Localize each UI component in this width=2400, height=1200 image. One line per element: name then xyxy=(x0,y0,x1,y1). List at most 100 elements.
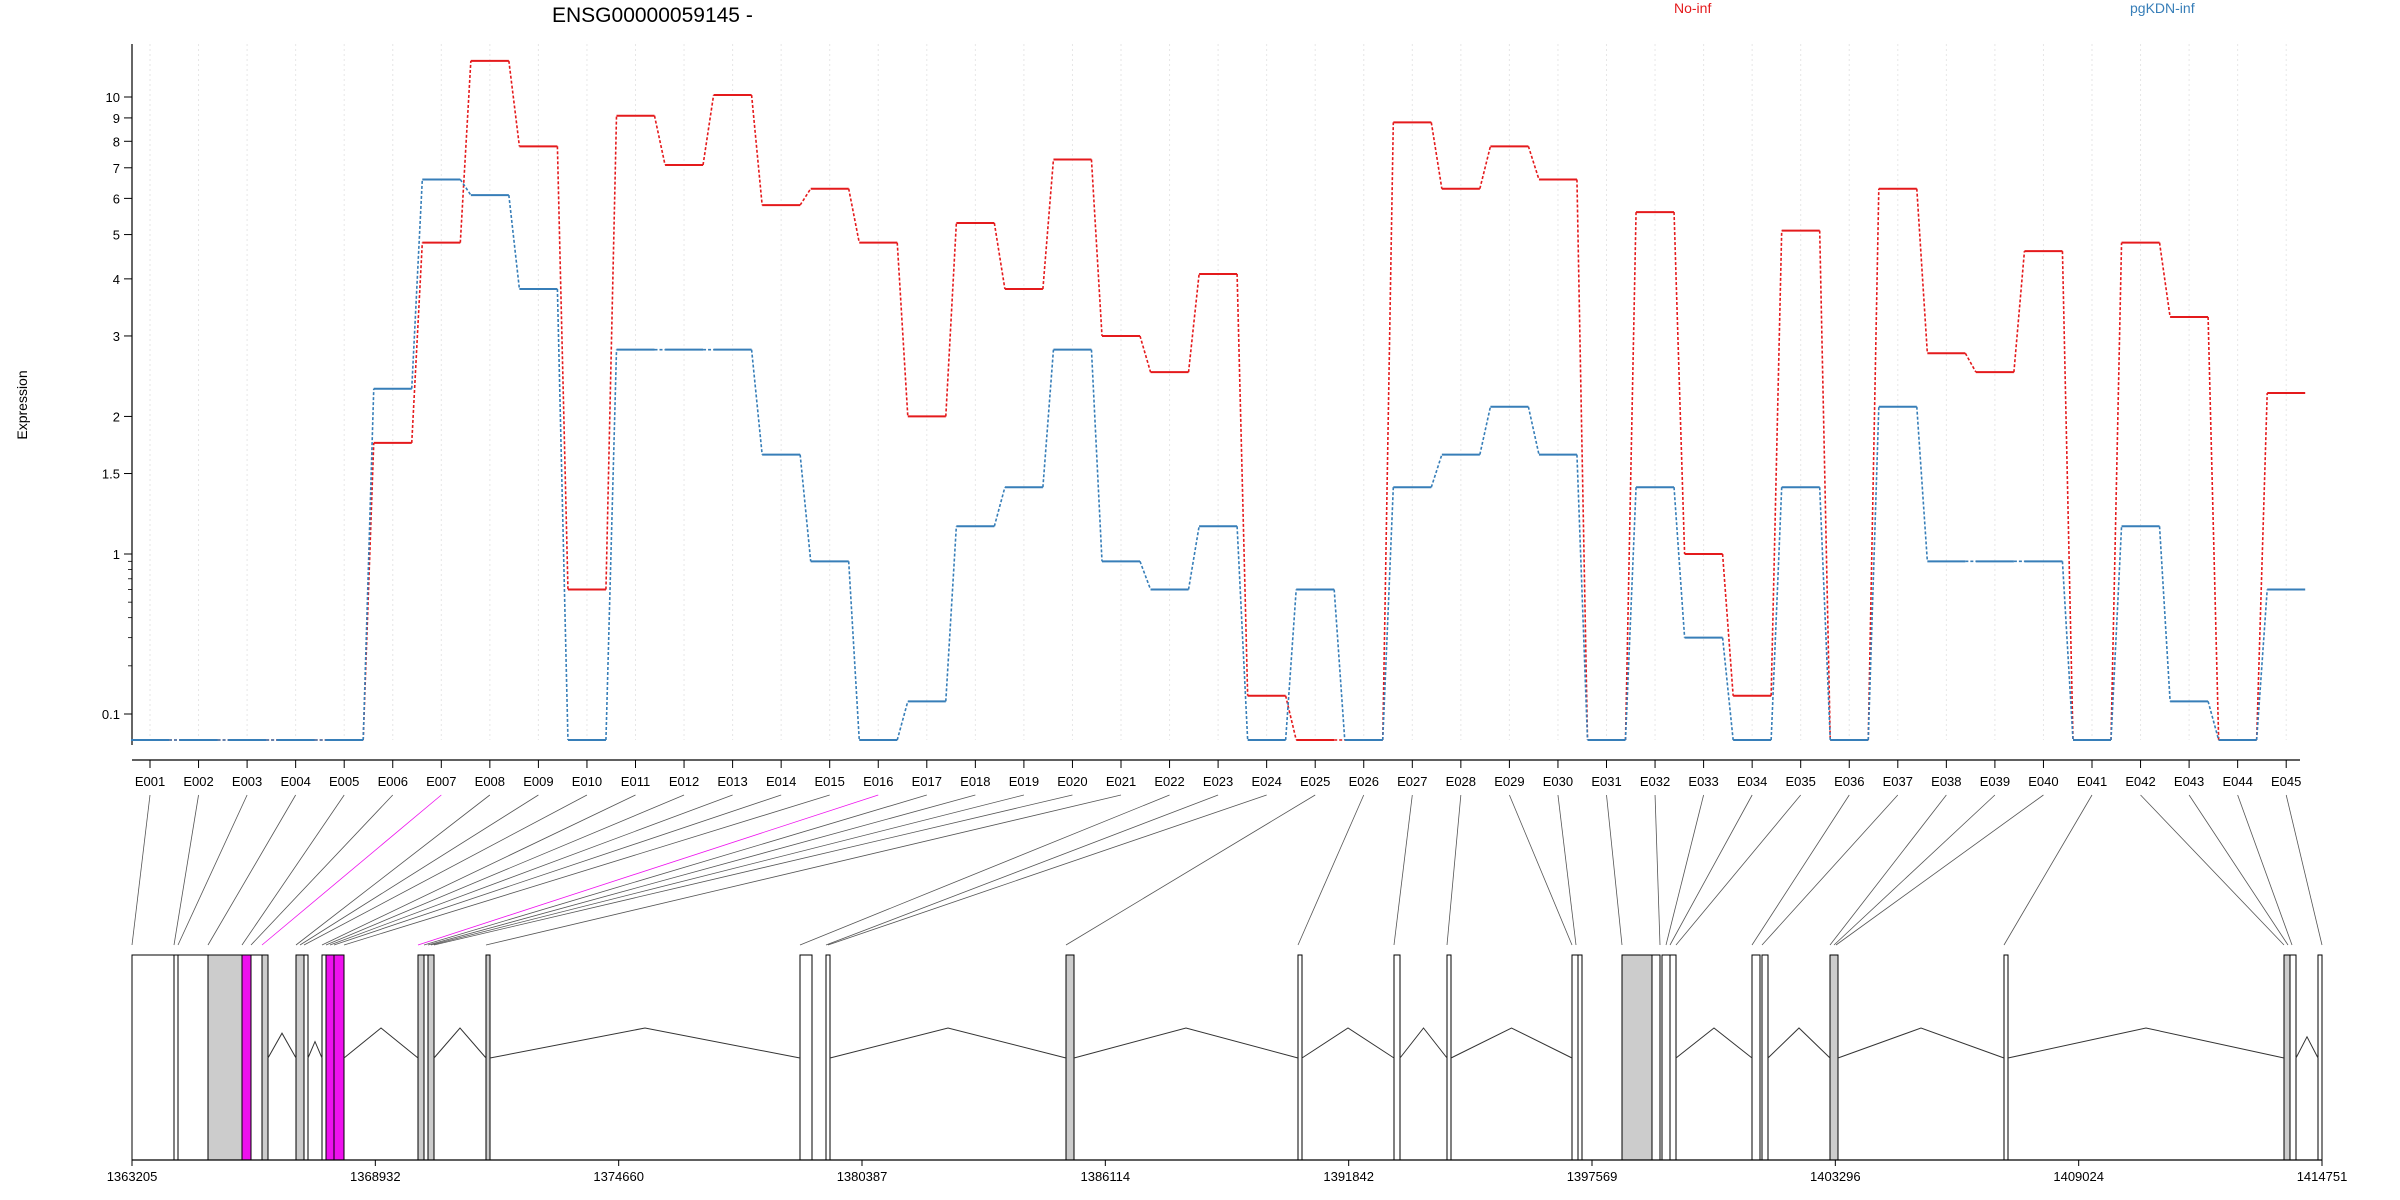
x-tick-label: E023 xyxy=(1203,774,1233,789)
x-tick-label: E033 xyxy=(1688,774,1718,789)
x-tick-label: E028 xyxy=(1446,774,1476,789)
series-lines xyxy=(131,59,2306,741)
exon-connector xyxy=(1761,794,1899,946)
exon-connector xyxy=(299,794,539,946)
exon-connector xyxy=(1509,794,1573,946)
series-connector xyxy=(1381,122,1395,741)
series-connector xyxy=(896,701,909,741)
exon-box xyxy=(2003,954,2009,1161)
x-tick-label: E005 xyxy=(329,774,359,789)
legend-entry-no-inf: No-inf xyxy=(1674,0,1711,16)
exon-box xyxy=(1571,954,1579,1161)
exon-box xyxy=(250,954,263,1161)
series-connector xyxy=(1236,526,1249,741)
exon-connector xyxy=(1675,794,1802,946)
exon-connector xyxy=(825,794,1219,946)
x-tick-label: E019 xyxy=(1009,774,1039,789)
intron-line xyxy=(1073,1027,1299,1059)
series-connector xyxy=(2061,561,2074,741)
x-tick-label: E003 xyxy=(232,774,262,789)
x-tick-label: E038 xyxy=(1931,774,1961,789)
exon-box xyxy=(173,954,179,1161)
series-connector xyxy=(750,349,763,455)
intron-line xyxy=(1767,1027,1831,1059)
series-pgkdn-inf xyxy=(131,178,2306,741)
exon-box xyxy=(1761,954,1769,1161)
x-tick-label: E031 xyxy=(1591,774,1621,789)
series-connector xyxy=(508,195,521,290)
exon-connector xyxy=(485,794,1122,946)
x-axis: E001 E002 E003 E004 E005 E006 E007 E008 E009 E010… xyxy=(132,759,2301,789)
exon-connector xyxy=(177,794,248,946)
series-connector xyxy=(1430,454,1443,488)
intron-line xyxy=(829,1027,1067,1059)
x-tick-label: E020 xyxy=(1057,774,1087,789)
exon-box xyxy=(825,954,831,1161)
exon-connector xyxy=(1065,794,1316,946)
series-connector xyxy=(2013,251,2026,373)
intron-line xyxy=(1450,1027,1573,1059)
series-connector xyxy=(1721,637,1734,741)
intron-line xyxy=(307,1040,323,1059)
intron-line xyxy=(267,1032,297,1059)
series-connector xyxy=(2158,242,2171,318)
exon-box xyxy=(321,954,327,1161)
x-tick-label: E013 xyxy=(717,774,747,789)
series-connector xyxy=(1770,487,1783,741)
series-connector xyxy=(459,60,472,243)
series-connector xyxy=(2110,242,2123,741)
series-connector xyxy=(2207,317,2220,741)
series-connector xyxy=(847,561,861,741)
exon-connector xyxy=(827,794,1267,946)
exon-box xyxy=(417,954,425,1161)
exon-connector xyxy=(321,794,636,946)
series-connector xyxy=(605,115,618,590)
series-connector xyxy=(945,526,958,702)
x-tick-label: E007 xyxy=(426,774,456,789)
exon-connector xyxy=(1393,794,1413,946)
genomic-coordinate-axis: 1363205 1368932 1374660 1380387 1386114 13918… xyxy=(107,1160,2347,1184)
exon-connector xyxy=(1833,794,1996,946)
series-connector xyxy=(1527,406,1540,455)
exon-connector xyxy=(2188,794,2289,946)
exon-box xyxy=(799,954,813,1161)
series-connector xyxy=(1090,159,1103,337)
series-connector xyxy=(1527,146,1540,180)
series-connector xyxy=(556,146,569,590)
x-tick-label: E009 xyxy=(523,774,553,789)
exon-connector xyxy=(303,794,588,946)
x-tick-label: E035 xyxy=(1786,774,1816,789)
x-tick-label: E029 xyxy=(1494,774,1524,789)
exon-connector xyxy=(430,794,1024,946)
series-connector xyxy=(896,242,909,417)
coord-label: 1386114 xyxy=(1080,1169,1130,1184)
y-tick-label: 1.5 xyxy=(102,467,120,482)
exon-connector xyxy=(241,794,345,946)
exon-box xyxy=(241,954,252,1161)
series-connector xyxy=(2110,526,2123,741)
exon-box xyxy=(423,954,429,1161)
y-tick-label: 1 xyxy=(113,547,120,562)
series-connector xyxy=(2255,589,2268,741)
x-tick-label: E016 xyxy=(863,774,893,789)
x-tick-label: E012 xyxy=(669,774,699,789)
exon-connectors xyxy=(131,794,2323,946)
series-connector xyxy=(1187,273,1200,373)
coord-label: 1391842 xyxy=(1323,1169,1374,1184)
exon-box xyxy=(1297,954,1303,1161)
legend-entry-pgkdn-inf: pgKDN-inf xyxy=(2130,0,2195,16)
series-connector xyxy=(1187,526,1200,590)
intron-line xyxy=(343,1027,419,1059)
exon-connector xyxy=(2140,794,2285,946)
x-tick-label: E026 xyxy=(1349,774,1379,789)
x-tick-label: E037 xyxy=(1883,774,1913,789)
coord-label: 1363205 xyxy=(107,1169,158,1184)
series-connector xyxy=(1673,487,1686,638)
intron-line xyxy=(1675,1027,1753,1059)
exon-box xyxy=(427,954,435,1161)
y-tick-label: 4 xyxy=(113,272,120,287)
exon-connector xyxy=(1606,794,1623,946)
exon-connector xyxy=(343,794,830,946)
series-connector xyxy=(799,454,812,562)
series-connector xyxy=(362,442,375,741)
